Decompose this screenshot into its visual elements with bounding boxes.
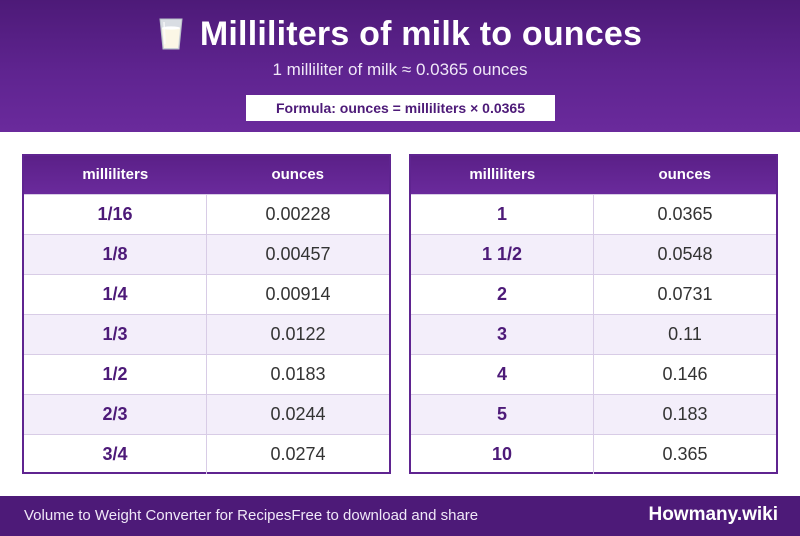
table-row: 5 0.183 xyxy=(411,393,776,434)
ounces-cell: 0.0183 xyxy=(206,353,389,394)
milliliters-cell: 1/4 xyxy=(24,273,207,314)
table-header-row: milliliters ounces xyxy=(24,156,389,194)
milliliters-cell: 10 xyxy=(411,433,594,474)
milliliters-cell: 5 xyxy=(411,393,594,434)
ounces-cell: 0.0244 xyxy=(206,393,389,434)
column-header-ounces: ounces xyxy=(658,166,711,184)
header-banner: Milliliters of milk to ounces 1 millilit… xyxy=(0,0,800,132)
milliliters-cell: 4 xyxy=(411,353,594,394)
table-row: 2 0.0731 xyxy=(411,273,776,314)
milliliters-cell: 2 xyxy=(411,273,594,314)
table-row: 1/4 0.00914 xyxy=(24,273,389,314)
ounces-cell: 0.146 xyxy=(593,353,776,394)
milliliters-cell: 1/16 xyxy=(24,193,207,234)
brand-logo-text[interactable]: Howmany.wiki xyxy=(648,504,778,525)
ounces-cell: 0.0731 xyxy=(593,273,776,314)
milliliters-cell: 1/3 xyxy=(24,313,207,354)
table-row: 2/3 0.0244 xyxy=(24,393,389,434)
title-row: Milliliters of milk to ounces xyxy=(0,12,800,56)
table-row: 4 0.146 xyxy=(411,353,776,394)
ounces-cell: 0.183 xyxy=(593,393,776,434)
table-row: 10 0.365 xyxy=(411,433,776,474)
ounces-cell: 0.0122 xyxy=(206,313,389,354)
ounces-cell: 0.00457 xyxy=(206,233,389,274)
milliliters-cell: 1/2 xyxy=(24,353,207,394)
footer-text: Volume to Weight Converter for RecipesFr… xyxy=(24,507,479,524)
milliliters-cell: 1/8 xyxy=(24,233,207,274)
milliliters-cell: 1 1/2 xyxy=(411,233,594,274)
column-header-ounces: ounces xyxy=(271,166,324,184)
column-header-milliliters: milliliters xyxy=(469,166,536,184)
table-row: 1/8 0.00457 xyxy=(24,233,389,274)
table-row: 1/2 0.0183 xyxy=(24,353,389,394)
conversion-table-right: milliliters ounces 1 0.0365 1 1/2 0.0548… xyxy=(409,154,778,474)
table-row: 1/3 0.0122 xyxy=(24,313,389,354)
ounces-cell: 0.11 xyxy=(593,313,776,354)
ounces-cell: 0.00914 xyxy=(206,273,389,314)
milliliters-cell: 1 xyxy=(411,193,594,234)
milk-glass-icon xyxy=(158,16,184,52)
table-row: 1 0.0365 xyxy=(411,193,776,234)
ounces-cell: 0.0548 xyxy=(593,233,776,274)
table-row: 3/4 0.0274 xyxy=(24,433,389,474)
ounces-cell: 0.0365 xyxy=(593,193,776,234)
footer-bar: Volume to Weight Converter for RecipesFr… xyxy=(0,496,800,536)
table-row: 1/16 0.00228 xyxy=(24,193,389,234)
milliliters-cell: 2/3 xyxy=(24,393,207,434)
ounces-cell: 0.0274 xyxy=(206,433,389,474)
milliliters-cell: 3 xyxy=(411,313,594,354)
ounces-cell: 0.00228 xyxy=(206,193,389,234)
table-row: 3 0.11 xyxy=(411,313,776,354)
formula-box: Formula: ounces = milliliters × 0.0365 xyxy=(246,95,555,121)
milliliters-cell: 3/4 xyxy=(24,433,207,474)
ounces-cell: 0.365 xyxy=(593,433,776,474)
table-row: 1 1/2 0.0548 xyxy=(411,233,776,274)
page-title: Milliliters of milk to ounces xyxy=(199,14,643,53)
table-header-row: milliliters ounces xyxy=(411,156,776,194)
page-subtitle: 1 milliliter of milk ≈ 0.0365 ounces xyxy=(272,60,528,79)
conversion-table-left: milliliters ounces 1/16 0.00228 1/8 0.00… xyxy=(22,154,391,474)
column-header-milliliters: milliliters xyxy=(82,166,149,184)
